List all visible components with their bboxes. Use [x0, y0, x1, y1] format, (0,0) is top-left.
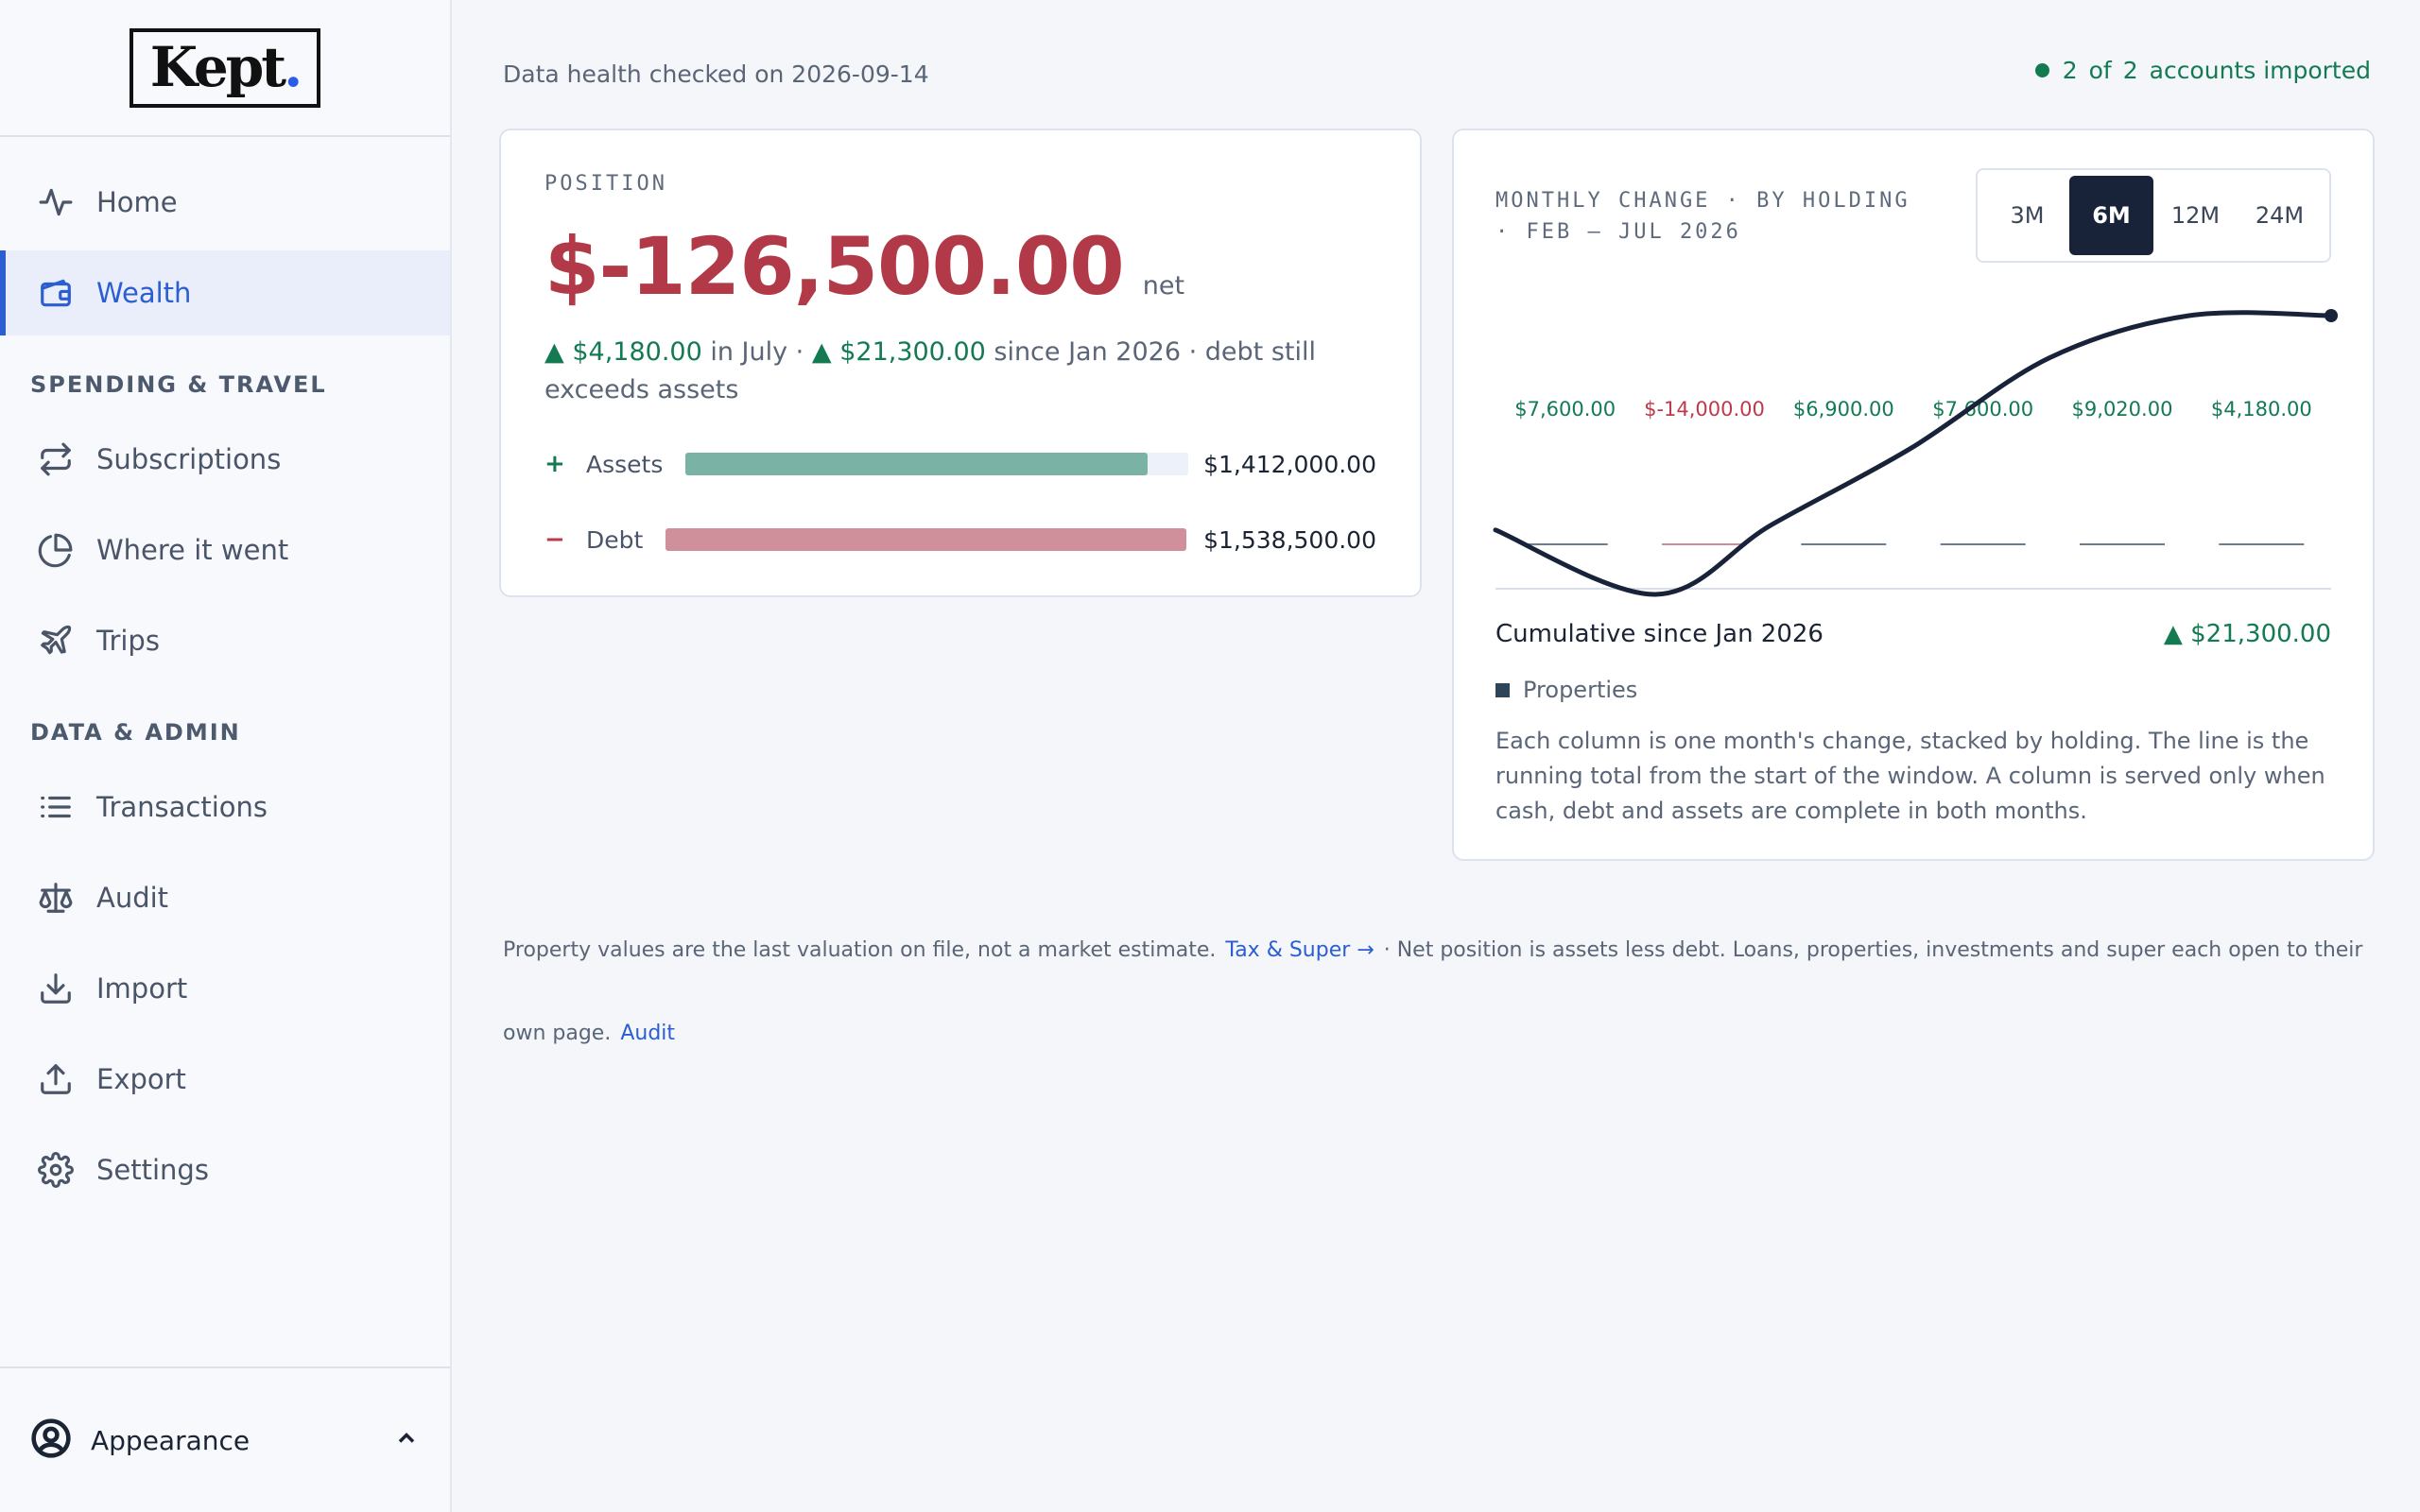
delta-month: ▲ $4,180.00: [544, 337, 702, 367]
nav-section-spending: SPENDING & TRAVEL: [30, 371, 327, 398]
assets-row: + Assets $1,412,000.00: [544, 443, 1376, 485]
bar-value-label: $7,600.00: [1514, 398, 1616, 421]
logo-area: Kept.: [0, 0, 450, 137]
debt-label: Debt: [586, 525, 644, 554]
appearance-label: Appearance: [91, 1424, 251, 1456]
sidebar-item-label: Audit: [96, 882, 169, 914]
pie-chart-icon: [38, 532, 74, 568]
repeat-icon: [38, 441, 74, 477]
scale-icon: [38, 880, 74, 916]
delta-since: ▲ $21,300.00: [811, 337, 986, 367]
imported-count: 2: [2062, 57, 2078, 84]
sidebar-item-label: Wealth: [96, 277, 192, 309]
monthly-change-card: MONTHLY CHANGE · BY HOLDING · FEB – JUL …: [1452, 129, 2375, 861]
audit-link[interactable]: Audit: [620, 1022, 676, 1045]
delta-month-suffix: in July ·: [701, 337, 812, 367]
debt-row: − Debt $1,538,500.00: [544, 519, 1376, 560]
chevron-up-icon: [393, 1425, 420, 1455]
range-selector: 3M 6M 12M 24M: [1976, 168, 2331, 263]
assets-label: Assets: [586, 450, 664, 478]
sidebar-item-label: Transactions: [96, 791, 268, 823]
range-button-12m[interactable]: 12M: [2170, 202, 2221, 229]
cumulative-row: Cumulative since Jan 2026 ▲ $21,300.00: [1495, 620, 2331, 648]
upload-icon: [38, 1061, 74, 1097]
gear-icon: [38, 1152, 74, 1188]
position-card: POSITION $-126,500.00 net ▲ $4,180.00 in…: [499, 129, 1422, 597]
net-word: net: [1142, 271, 1185, 301]
cumulative-label: Cumulative since Jan 2026: [1495, 620, 1824, 648]
net-position: $-126,500.00 net: [544, 220, 1376, 313]
position-label: POSITION: [544, 172, 667, 196]
bar-value-label: $6,900.00: [1793, 398, 1894, 421]
appearance-toggle[interactable]: Appearance: [0, 1366, 450, 1512]
range-button-3m[interactable]: 3M: [2010, 202, 2045, 229]
legend-swatch: [1495, 682, 1510, 697]
activity-icon: [38, 184, 74, 220]
cumulative-line: [1493, 310, 2334, 597]
imported-of: of: [2088, 57, 2112, 84]
delta-since-suffix: since Jan 2026 · debt still exceeds asse…: [544, 337, 1316, 404]
sidebar-item-home[interactable]: Home: [0, 160, 450, 245]
chart-legend: Properties: [1495, 677, 1637, 703]
range-button-24m[interactable]: 24M: [2255, 202, 2305, 229]
sidebar-item-label: Export: [96, 1063, 186, 1095]
sidebar-item-label: Home: [96, 186, 178, 218]
footer-note: Property values are the last valuation o…: [503, 909, 2375, 1075]
sidebar-item-label: Settings: [96, 1154, 209, 1186]
monthly-change-chart: $7,600.00FEB$-14,000.00MAR$6,900.00APR$7…: [1493, 309, 2338, 597]
assets-sign: +: [544, 450, 565, 478]
user-circle-icon: [30, 1418, 72, 1463]
footer-text-1: Property values are the last valuation o…: [503, 938, 1217, 962]
bar-value-label: $-14,000.00: [1644, 398, 1765, 421]
sidebar-item-export[interactable]: Export: [0, 1037, 450, 1122]
cumulative-value: ▲ $21,300.00: [2163, 620, 2331, 648]
sidebar-item-label: Subscriptions: [96, 443, 282, 475]
download-icon: [38, 971, 74, 1006]
cumulative-end-point: [2325, 309, 2338, 322]
debt-bar-fill: [666, 528, 1187, 551]
net-value: $-126,500.00: [544, 220, 1125, 313]
data-health-status: Data health checked on 2026-09-14: [503, 60, 929, 88]
accounts-imported-status: 2 of 2 accounts imported: [2034, 57, 2371, 84]
sidebar-item-label: Import: [96, 972, 188, 1005]
sidebar-item-audit[interactable]: Audit: [0, 855, 450, 940]
sidebar-item-trips[interactable]: Trips: [0, 598, 450, 683]
range-button-6m[interactable]: 6M: [2069, 176, 2153, 255]
sidebar-item-transactions[interactable]: Transactions: [0, 765, 450, 850]
sidebar-item-subscriptions[interactable]: Subscriptions: [0, 417, 450, 502]
wallet-icon: [38, 275, 74, 311]
monthly-change-title: MONTHLY CHANGE · BY HOLDING · FEB – JUL …: [1495, 189, 1910, 244]
bar-value-label: $9,020.00: [2072, 398, 2173, 421]
footer-text-2: · Net position is assets less debt. Loan…: [503, 938, 2363, 1045]
sidebar-item-label: Where it went: [96, 534, 289, 566]
kept-logo[interactable]: Kept.: [129, 27, 321, 108]
assets-value: $1,412,000.00: [1203, 450, 1376, 478]
debt-value: $1,538,500.00: [1203, 525, 1376, 554]
sidebar-item-where-it-went[interactable]: Where it went: [0, 507, 450, 593]
sidebar-item-settings[interactable]: Settings: [0, 1127, 450, 1212]
sidebar-item-import[interactable]: Import: [0, 946, 450, 1031]
status-dot-icon: [2034, 63, 2049, 77]
assets-bar-fill: [685, 453, 1148, 475]
debt-sign: −: [544, 525, 565, 554]
main-nav: Home Wealth SPENDING & TRAVEL Subscripti…: [0, 137, 450, 1212]
logo-dot: .: [284, 34, 302, 99]
imported-suffix: accounts imported: [2149, 57, 2371, 84]
sidebar-item-wealth[interactable]: Wealth: [0, 250, 450, 335]
sidebar-item-label: Trips: [96, 625, 160, 657]
legend-label: Properties: [1523, 677, 1638, 703]
logo-text: Kept: [149, 34, 286, 99]
assets-bar: [685, 453, 1189, 475]
plane-icon: [38, 623, 74, 659]
bar-value-label: $4,180.00: [2211, 398, 2312, 421]
list-icon: [38, 789, 74, 825]
sidebar: Kept. Home Wealth SPENDING & TRAVEL Subs…: [0, 0, 452, 1512]
chart-note: Each column is one month's change, stack…: [1495, 728, 2325, 824]
imported-total: 2: [2122, 57, 2138, 84]
debt-bar: [666, 528, 1187, 551]
delta-summary: ▲ $4,180.00 in July · ▲ $21,300.00 since…: [544, 334, 1376, 409]
nav-section-data: DATA & ADMIN: [30, 719, 241, 746]
tax-super-link[interactable]: Tax & Super →: [1225, 938, 1374, 962]
